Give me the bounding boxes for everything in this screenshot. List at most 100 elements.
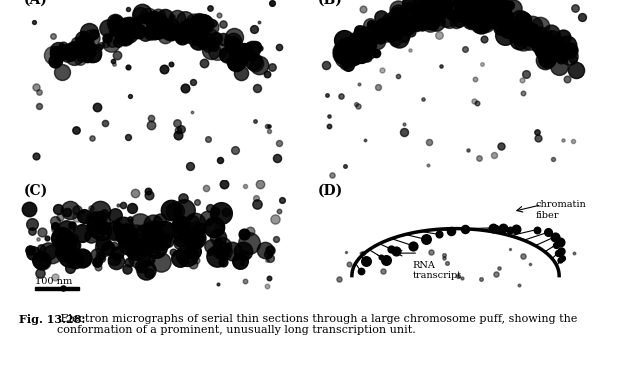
Point bbox=[466, 8, 475, 14]
Point bbox=[218, 248, 228, 254]
Point bbox=[152, 18, 162, 24]
Point bbox=[520, 71, 530, 77]
Point bbox=[467, 17, 477, 23]
Point bbox=[399, 13, 409, 20]
Point bbox=[470, 7, 480, 13]
Point bbox=[184, 230, 194, 236]
Point bbox=[109, 61, 119, 67]
Point bbox=[385, 30, 395, 36]
Point bbox=[378, 22, 388, 28]
Point bbox=[419, 6, 429, 12]
Point bbox=[505, 246, 515, 252]
Point bbox=[93, 264, 103, 270]
Point bbox=[436, 63, 446, 69]
Point bbox=[358, 34, 368, 40]
Point bbox=[27, 221, 37, 227]
Point bbox=[401, 24, 411, 30]
Point bbox=[356, 30, 366, 36]
Point bbox=[124, 242, 134, 248]
Point bbox=[476, 13, 486, 20]
Point bbox=[495, 25, 505, 31]
Point bbox=[526, 28, 536, 34]
Point bbox=[205, 40, 215, 46]
Point bbox=[540, 41, 550, 47]
Point bbox=[248, 54, 258, 60]
Point bbox=[69, 53, 79, 59]
Point bbox=[548, 49, 558, 55]
Point bbox=[205, 5, 215, 11]
Text: RNA
transcript: RNA transcript bbox=[412, 261, 462, 280]
Point bbox=[87, 45, 97, 51]
Point bbox=[165, 23, 175, 29]
Point bbox=[124, 6, 134, 12]
Point bbox=[97, 226, 107, 232]
Point bbox=[542, 56, 552, 62]
Point bbox=[160, 228, 170, 234]
Point bbox=[250, 60, 260, 66]
Point bbox=[409, 21, 419, 27]
Point bbox=[149, 220, 158, 226]
Point bbox=[473, 0, 483, 4]
Point bbox=[72, 207, 82, 213]
Point bbox=[492, 271, 502, 277]
Point bbox=[232, 45, 241, 51]
Point bbox=[517, 77, 527, 83]
Point bbox=[94, 44, 104, 50]
Point bbox=[491, 225, 501, 231]
Point bbox=[191, 22, 201, 28]
Point bbox=[247, 46, 257, 52]
Point bbox=[399, 121, 409, 127]
Point bbox=[481, 8, 491, 14]
Point bbox=[482, 20, 492, 26]
Point bbox=[348, 46, 358, 52]
Point bbox=[103, 245, 113, 251]
Point bbox=[144, 13, 154, 19]
Point bbox=[277, 197, 287, 203]
Point bbox=[459, 3, 469, 9]
Point bbox=[272, 155, 282, 161]
Point bbox=[173, 127, 183, 133]
Point bbox=[221, 51, 231, 57]
Point bbox=[353, 103, 363, 109]
Point bbox=[274, 140, 284, 146]
Point bbox=[63, 240, 73, 246]
Point bbox=[512, 25, 522, 31]
Point bbox=[457, 275, 467, 281]
Point bbox=[351, 39, 361, 45]
Point bbox=[461, 46, 470, 52]
Point bbox=[456, 15, 466, 21]
Point bbox=[158, 26, 168, 32]
Point bbox=[386, 33, 396, 39]
Point bbox=[394, 9, 404, 15]
Point bbox=[555, 239, 565, 245]
Point bbox=[361, 42, 371, 48]
Point bbox=[431, 0, 441, 4]
Point bbox=[421, 237, 431, 243]
Point bbox=[192, 18, 202, 24]
Point bbox=[182, 252, 192, 258]
Point bbox=[439, 252, 449, 258]
Point bbox=[58, 251, 68, 257]
Point bbox=[65, 207, 75, 213]
Point bbox=[120, 239, 130, 245]
Point bbox=[449, 11, 459, 17]
Point bbox=[94, 219, 104, 225]
Point bbox=[519, 24, 529, 30]
Point bbox=[152, 28, 162, 34]
Point bbox=[251, 85, 261, 91]
Point bbox=[389, 25, 399, 31]
Point bbox=[143, 188, 153, 194]
Point bbox=[120, 228, 130, 234]
Point bbox=[117, 26, 127, 32]
Point bbox=[539, 45, 548, 51]
Point bbox=[144, 256, 154, 262]
Point bbox=[377, 67, 387, 73]
Text: (D): (D) bbox=[318, 183, 343, 197]
Point bbox=[368, 42, 378, 48]
Point bbox=[444, 17, 454, 23]
Point bbox=[180, 85, 190, 91]
Point bbox=[349, 47, 359, 53]
Point bbox=[509, 5, 519, 11]
Point bbox=[544, 229, 553, 235]
Point bbox=[213, 234, 223, 240]
